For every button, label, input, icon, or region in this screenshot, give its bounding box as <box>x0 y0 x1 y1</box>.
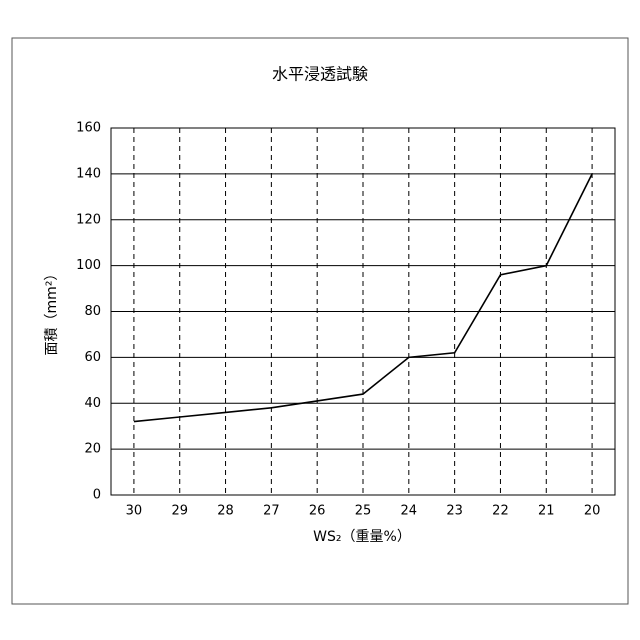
x-tick-label: 22 <box>492 504 509 519</box>
x-axis-label: WS₂（重量%） <box>313 529 411 545</box>
outer-frame <box>12 38 628 604</box>
x-tick-label: 24 <box>401 504 418 519</box>
x-tick-label: 26 <box>309 504 326 519</box>
x-tick-label: 23 <box>446 504 463 519</box>
y-tick-label: 60 <box>84 350 101 365</box>
y-tick-label: 140 <box>76 166 101 181</box>
y-tick-label: 100 <box>76 258 101 273</box>
x-tick-label: 20 <box>584 504 601 519</box>
x-tick-label: 27 <box>263 504 280 519</box>
x-tick-label: 30 <box>126 504 143 519</box>
chart: 水平浸透試験 WS₂（重量%） 面積（mm²） 0 20 40 60 80 100 120 1… <box>0 0 640 640</box>
chart-title: 水平浸透試験 <box>272 65 368 84</box>
y-axis-label: 面積（mm²） <box>44 267 60 356</box>
y-tick-label: 20 <box>84 442 101 457</box>
y-tick-label: 160 <box>76 121 101 136</box>
x-tick-label: 21 <box>538 504 555 519</box>
x-tick-label: 28 <box>217 504 234 519</box>
y-tick-label: 120 <box>76 212 101 227</box>
x-tick-label: 29 <box>171 504 188 519</box>
y-tick-label: 0 <box>93 488 101 503</box>
y-tick-label: 40 <box>84 396 101 411</box>
y-tick-label: 80 <box>84 304 101 319</box>
x-tick-label: 25 <box>355 504 372 519</box>
